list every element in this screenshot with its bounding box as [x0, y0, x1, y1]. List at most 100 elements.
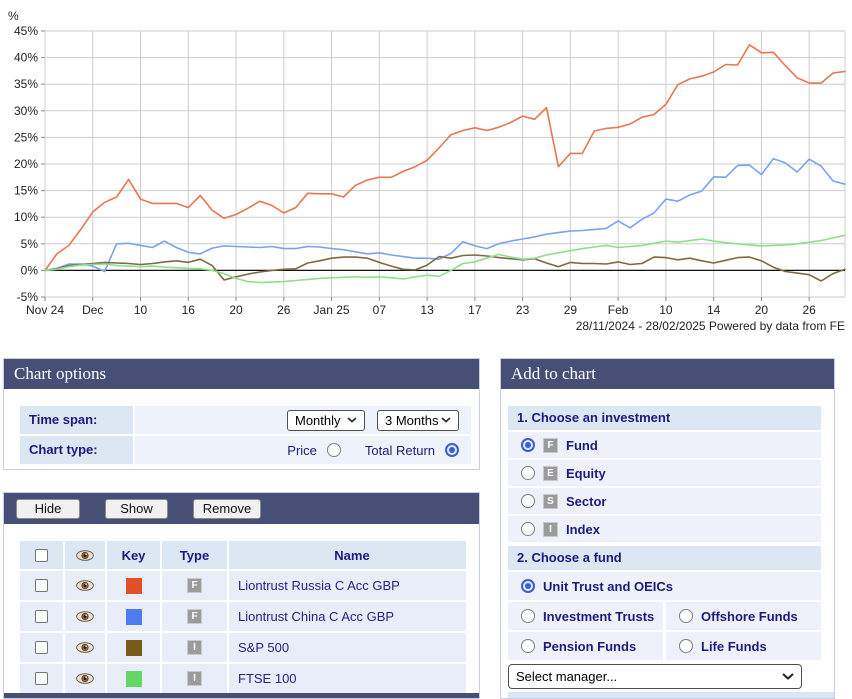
hide-button[interactable]: Hide — [16, 499, 80, 519]
table-row: F Liontrust Russia C Acc GBP — [20, 571, 466, 600]
sector-label: Sector — [566, 493, 607, 509]
table-row: I FTSE 100 — [20, 664, 466, 693]
fund-radio[interactable] — [521, 438, 535, 452]
row-checkbox[interactable] — [35, 672, 48, 685]
investment-trusts-radio[interactable] — [521, 609, 535, 623]
svg-text:Nov 24: Nov 24 — [26, 303, 64, 317]
choose-fund-header: 2. Choose a fund — [508, 546, 821, 570]
next-section-bar — [508, 692, 834, 698]
key-column-header: Key — [107, 541, 160, 569]
sector-badge: S — [543, 493, 558, 509]
instrument-name: Liontrust China C Acc GBP — [229, 602, 466, 631]
add-to-chart-panel: Add to chart 1. Choose an investment F F… — [500, 358, 835, 699]
row-checkbox[interactable] — [35, 579, 48, 592]
option-offshore-funds[interactable]: Offshore Funds — [666, 602, 821, 630]
frequency-select[interactable]: Monthly — [287, 409, 365, 431]
svg-text:30%: 30% — [14, 104, 38, 118]
equity-badge: E — [543, 465, 558, 481]
eye-icon[interactable] — [76, 642, 94, 653]
life-funds-radio[interactable] — [679, 639, 693, 653]
total-return-radio[interactable] — [445, 443, 459, 457]
key-swatch — [125, 608, 142, 625]
eye-icon[interactable] — [76, 611, 94, 622]
row-checkbox[interactable] — [35, 641, 48, 654]
option-equity[interactable]: E Equity — [508, 460, 821, 486]
total-return-label: Total Return — [364, 442, 435, 458]
offshore-funds-label: Offshore Funds — [701, 608, 798, 624]
investment-trusts-label: Investment Trusts — [543, 608, 655, 624]
unit-trust-radio[interactable] — [521, 579, 535, 593]
pension-funds-radio[interactable] — [521, 639, 535, 653]
svg-text:Jan 25: Jan 25 — [314, 303, 350, 317]
svg-text:35%: 35% — [14, 77, 38, 91]
index-badge: I — [543, 521, 558, 537]
select-all-checkbox[interactable] — [35, 548, 48, 562]
option-fund[interactable]: F Fund — [508, 432, 821, 458]
instrument-name: Liontrust Russia C Acc GBP — [229, 571, 466, 600]
svg-text:13: 13 — [420, 303, 434, 317]
svg-text:17: 17 — [468, 303, 482, 317]
manager-select[interactable]: Select manager... — [508, 664, 802, 689]
chevron-down-icon — [441, 417, 451, 423]
svg-text:Feb: Feb — [608, 303, 629, 317]
index-label: Index — [566, 521, 600, 537]
equity-radio[interactable] — [521, 466, 535, 480]
svg-text:10%: 10% — [14, 210, 38, 224]
type-badge: F — [187, 578, 202, 593]
period-select[interactable]: 3 Months — [377, 409, 459, 431]
key-swatch — [125, 639, 142, 656]
sector-radio[interactable] — [521, 494, 535, 508]
eye-icon[interactable] — [76, 549, 94, 561]
performance-chart: 45% 40% 35% 30% 25% 20% 15% 10% 5% 0% -5%Nov 24 Dec… — [8, 9, 846, 333]
chevron-down-icon — [782, 673, 794, 680]
option-index[interactable]: I Index — [508, 516, 821, 542]
svg-text:14: 14 — [707, 303, 721, 317]
svg-text:26: 26 — [277, 303, 291, 317]
fund-badge: F — [543, 437, 558, 453]
add-to-chart-title: Add to chart — [501, 359, 834, 389]
svg-text:07: 07 — [373, 303, 387, 317]
show-button[interactable]: Show — [105, 499, 168, 519]
offshore-funds-radio[interactable] — [679, 609, 693, 623]
remove-button[interactable]: Remove — [193, 499, 261, 519]
svg-text:20: 20 — [755, 303, 769, 317]
time-span-label: Time span: — [20, 406, 133, 434]
option-sector[interactable]: S Sector — [508, 488, 821, 514]
index-radio[interactable] — [521, 522, 535, 536]
price-radio[interactable] — [326, 443, 341, 457]
instrument-name: S&P 500 — [229, 633, 466, 662]
svg-text:10: 10 — [659, 303, 673, 317]
option-investment-trusts[interactable]: Investment Trusts — [508, 602, 663, 630]
pension-funds-label: Pension Funds — [543, 638, 637, 654]
table-toolbar: Hide Show Remove — [4, 493, 479, 524]
table-row: F Liontrust China C Acc GBP — [20, 602, 466, 631]
svg-text:16: 16 — [182, 303, 196, 317]
svg-text:25%: 25% — [14, 130, 38, 144]
option-pension-funds[interactable]: Pension Funds — [508, 632, 663, 660]
fund-label: Fund — [566, 437, 598, 453]
svg-text:15%: 15% — [14, 184, 38, 198]
chart-type-row: Chart type: Price Total Return — [20, 436, 471, 464]
price-label: Price — [287, 442, 317, 458]
svg-text:%: % — [8, 9, 19, 23]
series-table: Key Type Name F Liontrust Russia C Acc G… — [20, 541, 466, 695]
option-unit-trust[interactable]: Unit Trust and OEICs — [508, 572, 821, 600]
eye-icon[interactable] — [76, 580, 94, 591]
type-badge: F — [187, 609, 202, 624]
svg-text:28/11/2024 - 28/02/2025 Powere: 28/11/2024 - 28/02/2025 Powered by data … — [576, 319, 845, 333]
type-badge: I — [187, 671, 202, 686]
chart-options-panel: Chart options Time span: Monthly 3 Month… — [3, 358, 480, 470]
row-checkbox[interactable] — [35, 610, 48, 623]
eye-icon[interactable] — [76, 673, 94, 684]
svg-text:Dec: Dec — [82, 303, 103, 317]
svg-text:20: 20 — [229, 303, 243, 317]
svg-text:26: 26 — [802, 303, 816, 317]
svg-text:0%: 0% — [21, 263, 39, 277]
chart-options-title: Chart options — [4, 359, 479, 389]
table-header-row: Key Type Name — [20, 541, 466, 569]
time-span-row: Time span: Monthly 3 Months — [20, 406, 471, 434]
unit-trust-label: Unit Trust and OEICs — [543, 578, 674, 594]
panel-bottom-bar — [4, 693, 479, 698]
option-life-funds[interactable]: Life Funds — [666, 632, 821, 660]
chevron-down-icon — [347, 417, 357, 423]
